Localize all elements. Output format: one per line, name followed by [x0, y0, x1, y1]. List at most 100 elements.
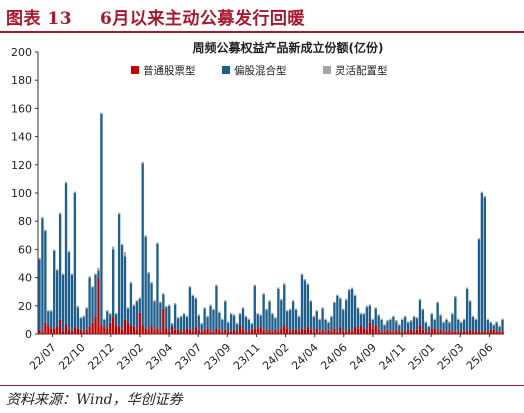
bar-mixed — [103, 319, 106, 327]
bar-mixed — [250, 324, 254, 330]
bar-flex — [76, 305, 79, 308]
bar-stock — [286, 328, 289, 334]
bar-flex — [47, 310, 50, 312]
bar-mixed — [61, 274, 65, 332]
bar-mixed — [398, 325, 401, 332]
bar-mixed — [274, 318, 277, 330]
bar-flex — [197, 314, 200, 316]
bar-mixed — [221, 319, 224, 332]
bar-stock — [265, 331, 268, 334]
bar-mixed — [271, 314, 274, 332]
bar-stock — [109, 322, 112, 334]
bar-flex — [451, 312, 454, 315]
bar-stock — [383, 331, 386, 334]
bar-stock — [404, 331, 407, 334]
bar-stock — [380, 331, 383, 334]
bar-stock — [368, 322, 371, 334]
bar-flex — [383, 324, 386, 326]
x-tick-label: 24/02 — [260, 341, 292, 373]
bar-flex — [463, 318, 466, 320]
bar-flex — [79, 317, 82, 319]
bar-stock — [171, 326, 174, 334]
bar-mixed — [147, 273, 150, 330]
bar-flex — [386, 319, 389, 322]
bar-mixed — [138, 298, 141, 313]
bar-flex — [106, 310, 109, 312]
bar-mixed — [135, 301, 138, 330]
bar-flex — [286, 310, 289, 312]
bar-flex — [460, 321, 463, 323]
bar-mixed — [347, 290, 351, 330]
bar-flex — [359, 312, 363, 315]
bar-stock — [274, 329, 277, 334]
bar-stock — [224, 329, 227, 334]
bar-flex — [147, 271, 150, 274]
bar-flex — [67, 250, 71, 253]
bar-mixed — [194, 298, 197, 327]
bar-stock — [88, 326, 91, 334]
bar-mixed — [44, 231, 47, 323]
bar-flex — [109, 312, 112, 315]
bar-stock — [454, 331, 457, 334]
bar-stock — [277, 331, 280, 334]
bar-stock — [200, 331, 203, 334]
bar-stock — [406, 329, 410, 334]
bar-mixed — [141, 163, 144, 326]
bar-stock — [268, 329, 271, 334]
bar-flex — [465, 287, 469, 289]
bar-stock — [150, 325, 153, 334]
bar-stock — [283, 324, 286, 334]
x-tick-label: 22/07 — [27, 341, 59, 373]
bar-stock — [468, 329, 472, 334]
x-tick-label: 23/11 — [231, 341, 263, 373]
bar-flex — [206, 315, 209, 318]
bar-stock — [409, 329, 413, 334]
bar-flex — [356, 307, 360, 309]
bar-flex — [330, 315, 333, 318]
bar-stock — [489, 329, 492, 334]
chart-title: 周频公募权益产品新成立份额(亿份) — [193, 40, 384, 55]
bar-stock — [126, 322, 130, 334]
bar-mixed — [179, 317, 183, 332]
bar-stock — [67, 329, 71, 334]
bar-mixed — [445, 319, 448, 332]
bar-flex — [457, 318, 460, 320]
bar-mixed — [386, 321, 389, 330]
bar-mixed — [38, 259, 41, 330]
bar-flex — [97, 267, 100, 271]
bar-mixed — [309, 301, 312, 330]
bar-flex — [120, 243, 124, 246]
bar-mixed — [448, 322, 451, 330]
bar-mixed — [94, 274, 97, 318]
bar-mixed — [498, 326, 501, 332]
bar-stock — [421, 329, 425, 334]
bar-mixed — [436, 302, 439, 332]
y-tick-label: 140 — [11, 131, 32, 144]
bar-mixed — [327, 322, 330, 330]
bar-mixed — [224, 301, 227, 330]
bar-mixed — [82, 317, 85, 332]
bar-stock — [498, 331, 501, 334]
bar-flex — [300, 273, 304, 275]
bar-stock — [53, 328, 56, 334]
bar-stock — [100, 325, 103, 334]
bar-stock — [176, 329, 180, 334]
bar-flex — [336, 294, 339, 296]
bar-flex — [312, 315, 315, 318]
bar-mixed — [377, 315, 380, 330]
bar-mixed — [321, 308, 324, 330]
bar-stock — [386, 329, 389, 334]
bar-stock — [345, 331, 348, 334]
bar-stock — [38, 329, 41, 334]
bar-flex — [209, 304, 212, 306]
figure-header: 图表 13 6月以来主动公募发行回暖 — [0, 0, 524, 30]
bar-mixed — [424, 322, 428, 332]
bar-mixed — [333, 302, 336, 329]
bar-flex — [427, 325, 430, 327]
bar-mixed — [159, 302, 162, 332]
bar-stock — [85, 329, 88, 334]
bar-flex — [350, 287, 354, 289]
bar-flex — [297, 315, 301, 318]
bar-mixed — [433, 319, 436, 329]
bar-stock — [460, 331, 463, 334]
